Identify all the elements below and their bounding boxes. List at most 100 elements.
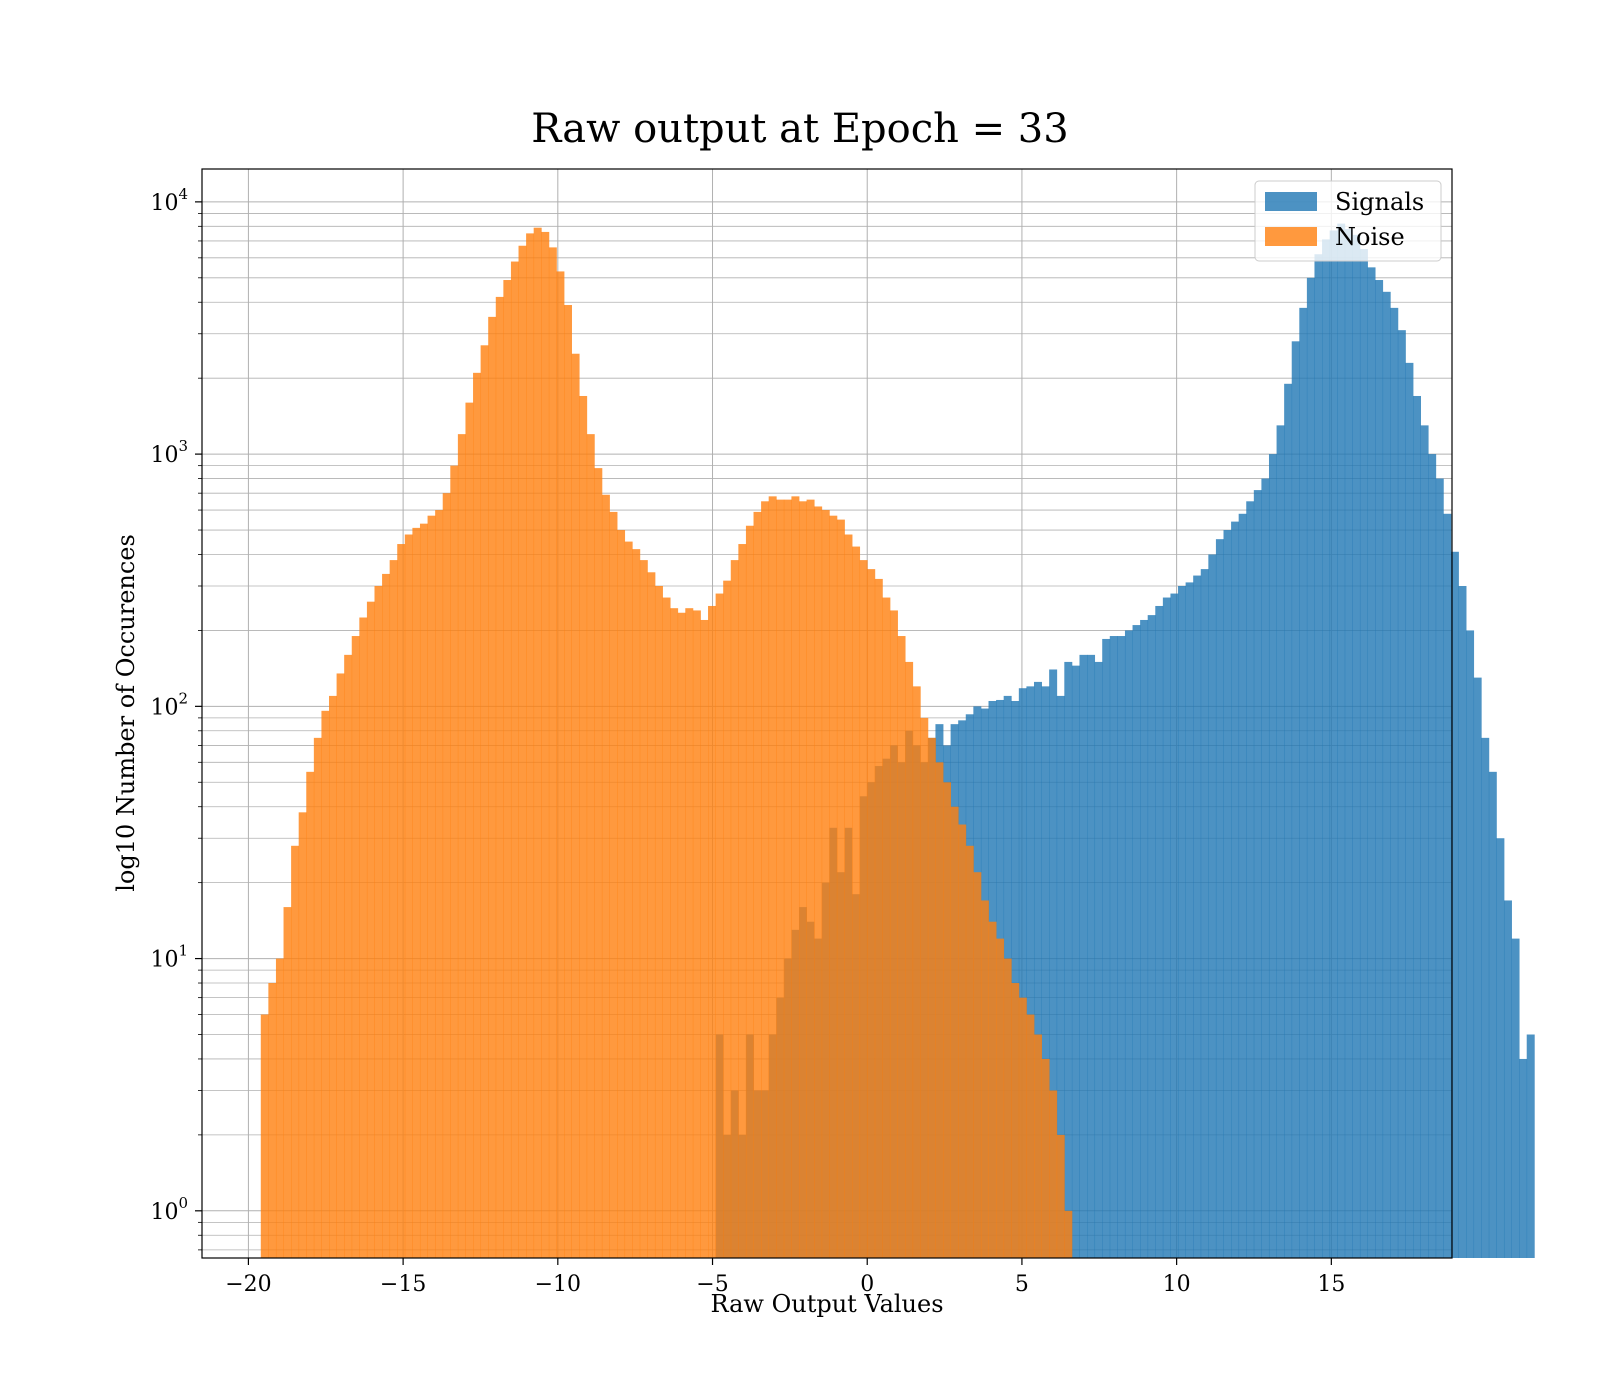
histogram-bar [1087, 654, 1096, 1258]
histogram-bar [541, 231, 550, 1258]
histogram-bar [677, 612, 686, 1258]
histogram-bar [1064, 661, 1073, 1258]
histogram-bar [1337, 223, 1346, 1259]
histogram-bar [692, 610, 701, 1258]
histogram-bar [586, 434, 595, 1258]
x-tick-label: −15 [380, 1272, 426, 1297]
histogram-bar [1519, 1058, 1528, 1258]
histogram-bar [473, 372, 482, 1259]
histogram-bar [1109, 636, 1118, 1258]
histogram-bar [275, 958, 284, 1258]
histogram-bar [867, 569, 876, 1258]
histogram-bar [1011, 700, 1020, 1258]
histogram-bar [442, 493, 451, 1259]
histogram-bar [510, 261, 519, 1258]
histogram-bar [1238, 513, 1247, 1258]
legend-label-noise: Noise [1335, 223, 1405, 251]
histogram-bar [313, 737, 322, 1258]
legend-label-signals: Signals [1335, 188, 1424, 216]
histogram-bar [1291, 341, 1300, 1259]
histogram-bar [419, 523, 428, 1258]
histogram-bar [844, 534, 853, 1258]
histogram-bar [1367, 267, 1376, 1258]
histogram-bar [806, 499, 815, 1258]
histogram-bar [1481, 737, 1490, 1258]
histogram-bar [1049, 1090, 1058, 1258]
histogram-bar [1390, 307, 1399, 1258]
histogram-bar [374, 585, 383, 1258]
histogram-bar [1314, 254, 1323, 1258]
histogram-bar [776, 499, 785, 1258]
histogram-bar [761, 501, 770, 1258]
histogram-bar [988, 921, 997, 1258]
histogram-bar [450, 465, 459, 1258]
histogram-bar [1526, 1034, 1535, 1258]
histogram-bar [412, 527, 421, 1258]
histogram-bar [1284, 383, 1293, 1258]
histogram-bar [639, 560, 648, 1258]
histogram-bar [1056, 1134, 1065, 1258]
plot-frame [201, 168, 1453, 1259]
histogram-bar [897, 636, 906, 1258]
histogram-bar [1428, 454, 1437, 1259]
histogram-bar [1102, 638, 1111, 1258]
histogram-bar [548, 247, 557, 1259]
histogram-bar [1170, 593, 1179, 1258]
histogram-bar [1231, 521, 1240, 1258]
histogram-bar [268, 983, 277, 1258]
histogram-bar [359, 617, 368, 1258]
histogram-bar [283, 907, 292, 1258]
histogram-bar [1261, 478, 1270, 1258]
histogram-bar [874, 578, 883, 1258]
y-axis-ticks: 100 101 102 103 104 [150, 185, 202, 1251]
histogram-bar [996, 938, 1005, 1258]
histogram-bar [306, 771, 315, 1258]
histogram-bar [260, 1014, 269, 1258]
histogram-bar [556, 271, 565, 1258]
histogram-bar [465, 402, 474, 1258]
legend-swatch-noise [1265, 227, 1317, 246]
histogram-bar [1193, 575, 1202, 1258]
histogram-bar [662, 597, 671, 1258]
histogram-bar [1496, 838, 1505, 1258]
histogram-bar [980, 900, 989, 1258]
histogram-bar [457, 434, 466, 1258]
histogram-bar [1049, 669, 1058, 1258]
histogram-bar [1420, 425, 1429, 1258]
x-tick-label: 5 [1015, 1272, 1029, 1297]
histogram-bar [670, 608, 679, 1258]
histogram-bar [329, 695, 337, 1258]
histogram-bar [1140, 619, 1149, 1258]
histogram-bar [1208, 554, 1217, 1258]
histogram-bar [859, 560, 868, 1258]
histogram-bar [1041, 1058, 1050, 1258]
histogram-bar [1443, 513, 1452, 1258]
histogram-bar [601, 494, 610, 1258]
histogram-bar [768, 496, 777, 1259]
histogram-bar [973, 872, 982, 1258]
histogram-bar [495, 296, 504, 1258]
legend: Signals Noise [1254, 180, 1442, 262]
histogram-bar [1253, 490, 1262, 1259]
histogram-bar [1147, 615, 1156, 1258]
histogram-bar [829, 515, 838, 1258]
y-tick-label: 101 [150, 942, 188, 973]
histogram-bar [685, 608, 694, 1258]
histogram-bar [738, 544, 747, 1258]
histogram-bar [814, 506, 823, 1258]
histogram-bar [1215, 539, 1224, 1258]
histogram-bar [1033, 681, 1042, 1258]
histogram-bar [836, 519, 845, 1258]
histogram-bar [920, 717, 929, 1258]
histogram-bar [783, 499, 792, 1258]
histogram-bar [1178, 585, 1187, 1258]
histogram-bar [753, 511, 762, 1258]
histogram-bar [912, 686, 921, 1258]
histogram-bar [1306, 277, 1315, 1259]
histogram-bar [654, 585, 663, 1258]
histogram-bar [533, 227, 542, 1258]
x-tick-label: 0 [860, 1272, 874, 1297]
histogram-bar [1155, 605, 1164, 1258]
histogram-bar [715, 593, 724, 1258]
histogram-bar [1011, 983, 1020, 1258]
